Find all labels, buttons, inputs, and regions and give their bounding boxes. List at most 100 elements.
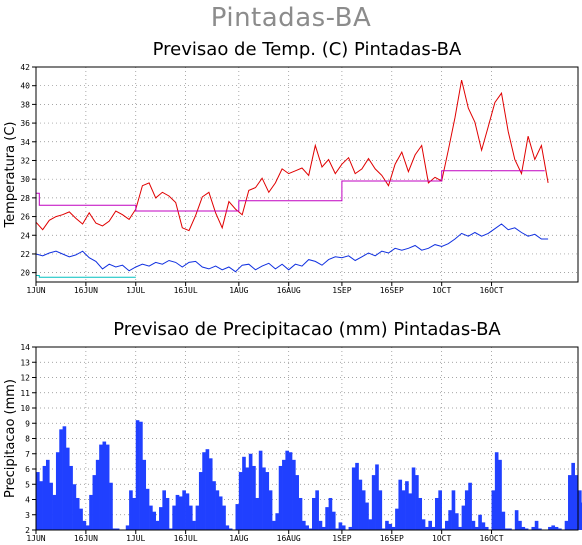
precip-bar [172, 505, 176, 530]
precip-bar [578, 490, 582, 530]
precip-bar [195, 505, 200, 530]
precip-bar [182, 490, 186, 530]
precip-bar [531, 526, 536, 530]
precip-ytick-label: 7 [25, 450, 30, 459]
precip-bar [508, 528, 512, 530]
precip-bar [381, 528, 386, 530]
precip-bar [421, 519, 426, 530]
precip-bar [348, 526, 353, 530]
temp-series-line-1 [35, 223, 549, 273]
precip-xtick-label: 16AUG [277, 534, 301, 543]
precip-bar [315, 490, 319, 530]
precip-bar [318, 520, 323, 530]
precip-xtick-label: 1OCT [432, 534, 451, 543]
precip-bar [235, 504, 240, 530]
temp-ytick-label: 28 [20, 194, 30, 203]
precip-bar [435, 497, 439, 530]
precip-bar [401, 490, 406, 530]
precip-bar [391, 526, 396, 530]
precip-title: Previsao de Precipitacao (mm) Pintadas-B… [113, 319, 501, 340]
precip-bar [139, 421, 143, 530]
precip-bar [454, 513, 459, 530]
precip-bar [89, 494, 93, 530]
temp-ytick-label: 30 [20, 175, 30, 184]
precip-bar [411, 467, 416, 530]
precip-bar [109, 482, 113, 530]
precip-ytick-label: 6 [25, 465, 30, 474]
temp-ytick-label: 42 [20, 63, 30, 72]
precip-ytick-label: 3 [25, 511, 30, 520]
precipitation-chart: Previsao de Precipitacao (mm) Pintadas-B… [3, 319, 582, 543]
precip-bar [335, 528, 339, 530]
precip-bar [159, 507, 163, 531]
precip-bar [388, 523, 393, 530]
precip-bar [112, 528, 117, 530]
precip-bar [521, 526, 526, 530]
precip-bar [265, 472, 270, 530]
precip-bar [169, 528, 173, 530]
precip-bar [242, 456, 246, 530]
precip-bar [431, 526, 436, 530]
precip-bar [49, 482, 53, 530]
precip-bar [514, 510, 519, 530]
precip-bar [331, 511, 336, 530]
precip-bar [245, 467, 250, 530]
temp-series-line-0 [35, 79, 549, 232]
temp-series-line-3 [36, 275, 136, 278]
precip-bar [105, 444, 110, 530]
precip-ytick-label: 8 [25, 435, 30, 444]
precip-ytick-label: 12 [20, 374, 30, 383]
precip-bar [255, 497, 260, 530]
precip-bar [125, 525, 130, 530]
precip-bar [518, 520, 522, 530]
precip-bar [438, 490, 442, 530]
precip-xtick-label: 16JUL [174, 534, 198, 543]
precip-bar [252, 465, 256, 530]
precip-ylabel: Precipitacao (mm) [3, 379, 18, 498]
precip-ytick-label: 9 [25, 419, 30, 428]
precip-bar [129, 490, 133, 530]
precip-bar [59, 429, 63, 530]
precip-bar [425, 526, 429, 530]
precip-bar [215, 490, 220, 530]
temp-plot-area [35, 79, 549, 278]
precip-bar [481, 522, 486, 531]
precip-xtick-label: 1SEP [332, 534, 351, 543]
precip-bar [205, 449, 210, 530]
precip-bar [272, 520, 276, 530]
precip-bar [198, 472, 203, 530]
precip-bar [69, 465, 73, 530]
precip-bar [295, 475, 299, 530]
precip-bar [175, 494, 180, 530]
precip-bar [165, 497, 170, 530]
precip-bar [52, 494, 57, 530]
precip-bar [155, 520, 160, 530]
temp-title: Previsao de Temp. (C) Pintadas-BA [153, 39, 462, 60]
precip-bar [45, 459, 50, 530]
precip-bar [188, 505, 193, 530]
precip-bar [298, 497, 303, 530]
precip-bar [371, 475, 376, 530]
precip-bar [321, 526, 326, 530]
precip-ytick-label: 4 [25, 496, 30, 505]
precip-bar [408, 493, 413, 530]
temp-ytick-label: 20 [20, 269, 30, 278]
precip-bar [568, 475, 572, 530]
temp-ytick-label: 34 [20, 138, 30, 147]
precip-bar [474, 526, 479, 530]
precip-bar [365, 502, 369, 530]
precip-bar [338, 522, 343, 531]
precip-bar [102, 441, 107, 530]
precip-bar [464, 490, 469, 530]
precip-bar [82, 520, 87, 530]
precip-bar [72, 484, 77, 530]
precip-bar [238, 472, 243, 530]
precip-bar [368, 519, 373, 530]
precip-ytick-label: 11 [20, 389, 30, 398]
precip-bar [36, 472, 40, 530]
precip-bar [428, 520, 432, 530]
precip-bar [385, 520, 389, 530]
precip-bar [222, 505, 226, 530]
temp-xtick-label: 1JUL [126, 286, 145, 295]
